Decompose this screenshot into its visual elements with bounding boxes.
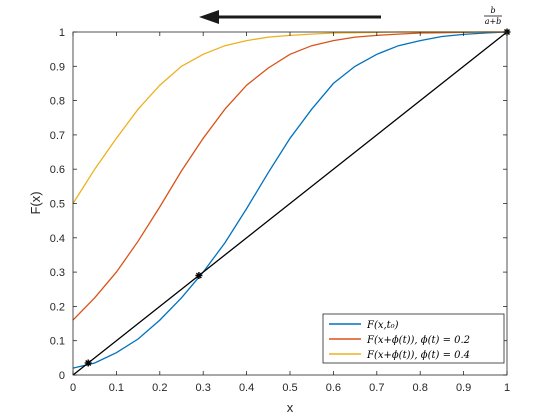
y-tick-label: 0.9: [50, 61, 65, 73]
y-tick-label: 0: [59, 370, 65, 382]
x-tick-label: 0.4: [239, 382, 254, 394]
y-tick-label: 0.2: [50, 301, 65, 313]
annotation-numerator: b: [490, 6, 495, 15]
marker-1: [84, 359, 92, 367]
left-arrow: [199, 10, 381, 24]
y-tick-label: 0.8: [50, 96, 65, 108]
legend-label-2: F(x+ϕ(t)), ϕ(t) = 0.2: [366, 335, 470, 346]
x-tick-label: 0.9: [456, 382, 471, 394]
x-axis-label: x: [287, 400, 294, 415]
x-axis-ticks: 0 0.1 0.2 0.3 0.4 0.5 0.6 0.7 0.8 0.9 1: [70, 32, 510, 394]
top-annotation: b a+b: [484, 6, 502, 26]
x-tick-label: 0.1: [109, 382, 124, 394]
x-tick-label: 0: [70, 382, 76, 394]
legend-label-3: F(x+ϕ(t)), ϕ(t) = 0.4: [366, 350, 470, 361]
y-tick-label: 0.1: [50, 336, 65, 348]
x-tick-label: 0.7: [369, 382, 384, 394]
series-line-1: [72, 31, 508, 369]
x-tick-label: 0.2: [152, 382, 167, 394]
y-tick-label: 0.5: [50, 199, 65, 211]
x-tick-label: 0.8: [413, 382, 428, 394]
y-tick-label: 1: [59, 27, 65, 39]
x-tick-label: 0.5: [282, 382, 297, 394]
annotation-denominator: a+b: [485, 17, 502, 26]
y-axis-ticks: 0 0.1 0.2 0.3 0.4 0.5 0.6 0.7 0.8 0.9 1: [50, 27, 507, 382]
x-tick-label: 1: [504, 382, 510, 394]
y-tick-label: 0.3: [50, 267, 65, 279]
arrow-head: [199, 10, 219, 24]
legend-items: F(x,t₀) F(x+ϕ(t)), ϕ(t) = 0.2 F(x+ϕ(t)), ϕ…: [329, 320, 470, 361]
y-tick-label: 0.4: [50, 233, 65, 245]
series-line-4: [72, 31, 508, 376]
x-tick-label: 0.6: [326, 382, 341, 394]
legend: F(x,t₀) F(x+ϕ(t)), ϕ(t) = 0.2 F(x+ϕ(t)), ϕ…: [322, 313, 505, 364]
legend-label-1: F(x,t₀): [366, 320, 399, 331]
y-axis-label: F(x): [28, 191, 43, 214]
y-tick-label: 0.6: [50, 164, 65, 176]
series-line-2: [72, 31, 507, 321]
x-tick-label: 0.3: [196, 382, 211, 394]
marker-2: [195, 272, 203, 279]
y-tick-label: 0.7: [50, 130, 65, 142]
